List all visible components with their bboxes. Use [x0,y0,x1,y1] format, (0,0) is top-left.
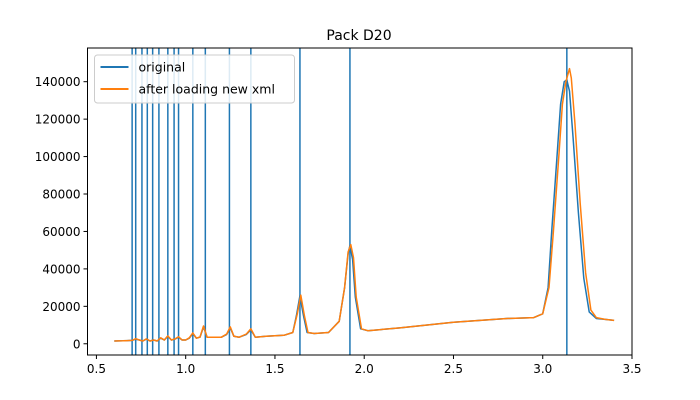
x-tick-label-3: 2.0 [355,362,374,376]
axes-frame [87,47,633,356]
legend-label-0: original [139,60,186,75]
y-tick-label-5: 100000 [35,150,81,164]
x-tick-label-5: 3.0 [533,362,552,376]
chart-title: Pack D20 [326,28,391,44]
y-tick-label-1: 20000 [42,300,80,314]
y-tick-label-3: 60000 [42,225,80,239]
x-tick-label-0: 0.5 [87,362,106,376]
x-tick-label-1: 1.0 [176,362,195,376]
legend-box [94,54,295,104]
axes: 0.5 1.0 1.5 2.0 2.5 3.0 3.5 0 20000 40000 60000 800… [35,47,642,376]
y-tick-label-6: 120000 [35,113,81,127]
x-tick-label-4: 2.5 [444,362,463,376]
y-tick-label-4: 80000 [42,188,80,202]
y-tick-label-0: 0 [73,337,81,351]
x-tick-label-6: 3.5 [622,362,641,376]
legend-label-1: after loading new xml [139,82,275,97]
series-group [114,67,615,342]
y-tick-label-2: 40000 [42,262,80,276]
legend: original after loading new xml [94,54,295,104]
series-line-1 [114,67,615,342]
x-tick-label-2: 1.5 [265,362,284,376]
y-tick-label-7: 140000 [35,75,81,89]
